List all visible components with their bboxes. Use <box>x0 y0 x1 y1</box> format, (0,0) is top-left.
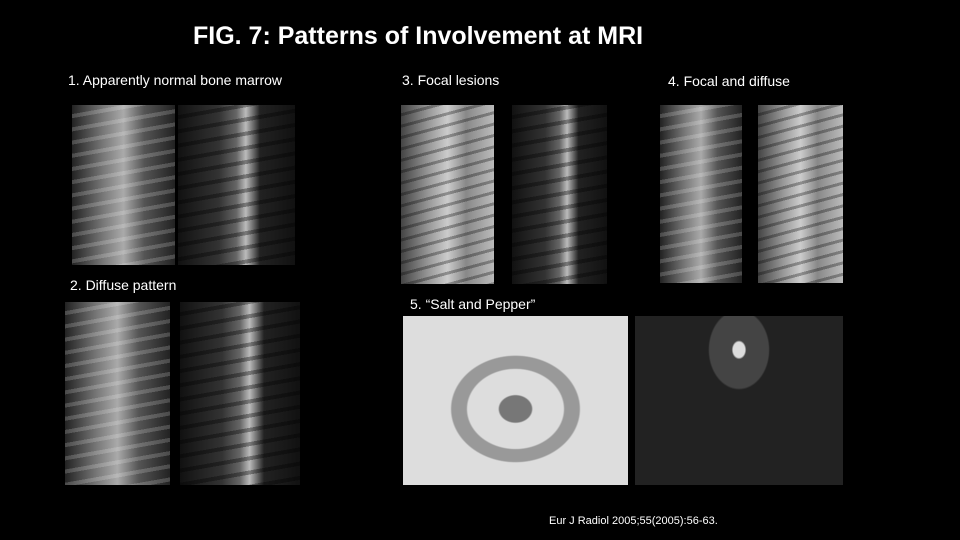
mri-image <box>635 316 843 485</box>
mri-image <box>758 105 843 283</box>
mri-image <box>180 302 300 485</box>
mri-image <box>65 302 170 485</box>
panel-label: 4. Focal and diffuse <box>668 73 790 89</box>
mri-image <box>72 105 175 265</box>
panel-label: 1. Apparently normal bone marrow <box>68 72 282 88</box>
mri-image <box>403 316 628 485</box>
mri-image <box>512 105 607 284</box>
slide-title: FIG. 7: Patterns of Involvement at MRI <box>193 22 644 50</box>
mri-image <box>178 105 295 265</box>
mri-image <box>660 105 742 283</box>
citation: Eur J Radiol 2005;55(2005):56-63. <box>549 515 718 527</box>
panel-label: 5. “Salt and Pepper” <box>410 296 536 312</box>
mri-image <box>401 105 494 284</box>
panel-label: 3. Focal lesions <box>402 72 500 88</box>
panel-label: 2. Diffuse pattern <box>70 277 177 293</box>
